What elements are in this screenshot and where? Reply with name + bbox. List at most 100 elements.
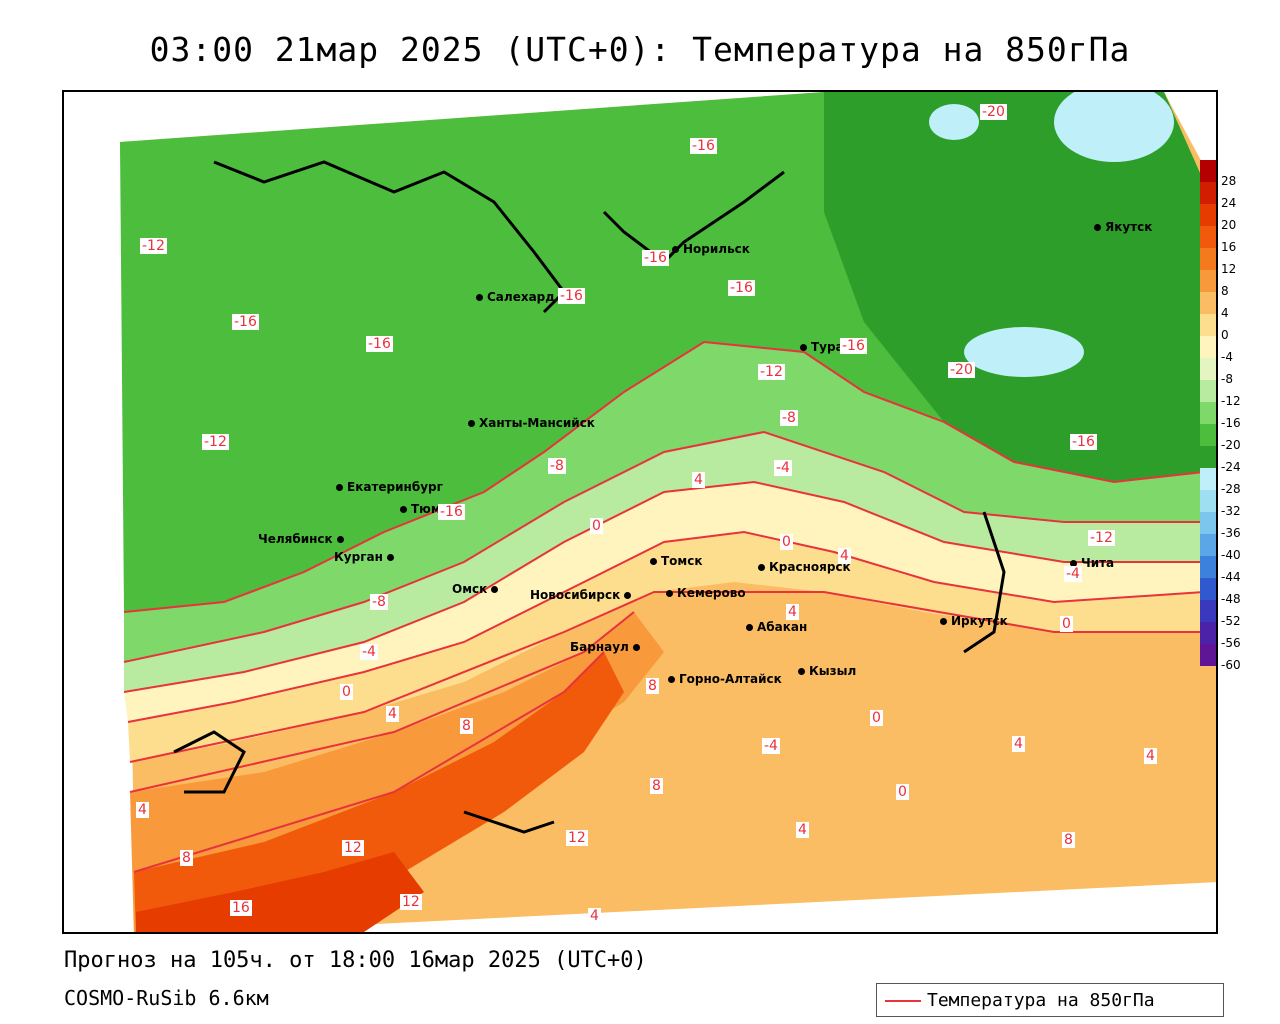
contour-label: 4 bbox=[786, 604, 799, 620]
colorbar-tick-label: -8 bbox=[1221, 372, 1233, 386]
colorbar-tick-label: -28 bbox=[1221, 482, 1241, 496]
contour-label: -16 bbox=[642, 250, 669, 266]
band-12 bbox=[134, 652, 624, 932]
contour-label: 4 bbox=[136, 802, 149, 818]
city-yakutsk: Якутск bbox=[1094, 220, 1152, 234]
contour-label: 12 bbox=[566, 830, 588, 846]
legend-label: Температура на 850гПа bbox=[927, 990, 1155, 1011]
colorbar-segment bbox=[1200, 622, 1216, 644]
city-abakan: Абакан bbox=[746, 620, 807, 634]
contour-label: 8 bbox=[1062, 832, 1075, 848]
colorbar-segment bbox=[1200, 534, 1216, 556]
city-norilsk: Норильск bbox=[672, 242, 750, 256]
colorbar-segment bbox=[1200, 644, 1216, 666]
contour-label: -16 bbox=[438, 504, 465, 520]
contour-label: 4 bbox=[838, 548, 851, 564]
contour-label: 4 bbox=[692, 472, 705, 488]
band-16 bbox=[136, 852, 424, 932]
colorbar-segment bbox=[1200, 182, 1216, 204]
colorbar-tick-label: -16 bbox=[1221, 416, 1241, 430]
colorbar-segment bbox=[1200, 380, 1216, 402]
city-omsk: Омск bbox=[452, 582, 502, 596]
contour-label: -12 bbox=[758, 364, 785, 380]
colorbar-segment bbox=[1200, 336, 1216, 358]
colorbar-segment bbox=[1200, 270, 1216, 292]
city-barnaul: Барнаул bbox=[570, 640, 644, 654]
map-title: 03:00 21мар 2025 (UTC+0): Температура на… bbox=[149, 30, 1131, 69]
contour-label: 4 bbox=[1144, 748, 1157, 764]
colorbar-ticks: 28 24 20 16 12 8 4 0 -4 -8 -12 -16 -20 -24 -28 -32 -36 -4… bbox=[1221, 170, 1241, 676]
colorbar-tick-label: -24 bbox=[1221, 460, 1241, 474]
legend-line-swatch bbox=[885, 1000, 921, 1002]
contour-label: -16 bbox=[366, 336, 393, 352]
contour-label: -12 bbox=[202, 434, 229, 450]
colorbar-tick-label: 16 bbox=[1221, 240, 1237, 254]
colorbar-segment bbox=[1200, 292, 1216, 314]
colorbar-tick-label: -12 bbox=[1221, 394, 1241, 408]
colorbar-tick-label: -40 bbox=[1221, 548, 1241, 562]
colorbar-tick-label: 0 bbox=[1221, 328, 1229, 342]
colorbar-tick-label: -44 bbox=[1221, 570, 1241, 584]
contour-label: 8 bbox=[650, 778, 663, 794]
city-chelyabinsk: Челябинск bbox=[258, 532, 348, 546]
colorbar-segment bbox=[1200, 556, 1216, 578]
contour-label: 0 bbox=[780, 534, 793, 550]
city-gorno-altaysk: Горно-Алтайск bbox=[668, 672, 782, 686]
contour-label: -16 bbox=[1070, 434, 1097, 450]
contour-label: -16 bbox=[690, 138, 717, 154]
contour-label: -4 bbox=[1064, 566, 1082, 582]
city-khanty-mansiysk: Ханты-Мансийск bbox=[468, 416, 595, 430]
contour-label: 0 bbox=[1060, 616, 1073, 632]
contour-label: -8 bbox=[548, 458, 566, 474]
temperature-map: Салехард Норильск Якутск Тура Ханты-Манс… bbox=[62, 90, 1218, 934]
contour-label: -16 bbox=[558, 288, 585, 304]
colorbar-tick-label: 4 bbox=[1221, 306, 1229, 320]
colorbar-tick-label: 28 bbox=[1221, 174, 1237, 188]
city-tura: Тура bbox=[800, 340, 844, 354]
colorbar-tick-label: 12 bbox=[1221, 262, 1237, 276]
contour-label: -20 bbox=[980, 104, 1007, 120]
contour-label: -16 bbox=[728, 280, 755, 296]
colorbar-tick-label: -20 bbox=[1221, 438, 1241, 452]
contour-label: 4 bbox=[796, 822, 809, 838]
colorbar-segment bbox=[1200, 490, 1216, 512]
contour-label: 0 bbox=[896, 784, 909, 800]
contour-label: 0 bbox=[340, 684, 353, 700]
band-neg12 bbox=[124, 342, 1204, 662]
temperature-field bbox=[64, 92, 1216, 932]
colorbar-tick-label: 20 bbox=[1221, 218, 1237, 232]
contour-label: 4 bbox=[386, 706, 399, 722]
contour-label: 12 bbox=[400, 894, 422, 910]
colorbar-tick-label: -60 bbox=[1221, 658, 1241, 672]
contour-label: 4 bbox=[1012, 736, 1025, 752]
contour-label: -8 bbox=[370, 594, 388, 610]
contour-label: -12 bbox=[1088, 530, 1115, 546]
colorbar-tick-label: -48 bbox=[1221, 592, 1241, 606]
colorbar-segment bbox=[1200, 160, 1216, 182]
city-krasnoyarsk: Красноярск bbox=[758, 560, 851, 574]
contour-label: 12 bbox=[342, 840, 364, 856]
colorbar-segment bbox=[1200, 578, 1216, 600]
colorbar-segment bbox=[1200, 512, 1216, 534]
contour-label: -20 bbox=[948, 362, 975, 378]
contour-label: 0 bbox=[590, 518, 603, 534]
contour-label: -4 bbox=[762, 738, 780, 754]
city-salekhard: Салехард bbox=[476, 290, 555, 304]
colorbar-tick-label: -52 bbox=[1221, 614, 1241, 628]
band-0 bbox=[128, 532, 1204, 762]
colorbar-segment bbox=[1200, 248, 1216, 270]
colorbar-segment bbox=[1200, 600, 1216, 622]
legend: Температура на 850гПа bbox=[876, 983, 1224, 1017]
city-irkutsk: Иркутск bbox=[940, 614, 1008, 628]
colorbar-tick-label: -56 bbox=[1221, 636, 1241, 650]
contour-label: 0 bbox=[870, 710, 883, 726]
colorbar-segment bbox=[1200, 446, 1216, 468]
colorbar-tick-label: -4 bbox=[1221, 350, 1233, 364]
model-name: COSMO-RuSib 6.6км bbox=[64, 986, 269, 1010]
contour-label: 8 bbox=[460, 718, 473, 734]
city-chita: Чита bbox=[1070, 556, 1114, 570]
forecast-info: Прогноз на 105ч. от 18:00 16мар 2025 (UT… bbox=[64, 948, 647, 973]
colorbar-segment bbox=[1200, 358, 1216, 380]
colorbar-tick-label: -32 bbox=[1221, 504, 1241, 518]
city-kurgan: Курган bbox=[334, 550, 398, 564]
